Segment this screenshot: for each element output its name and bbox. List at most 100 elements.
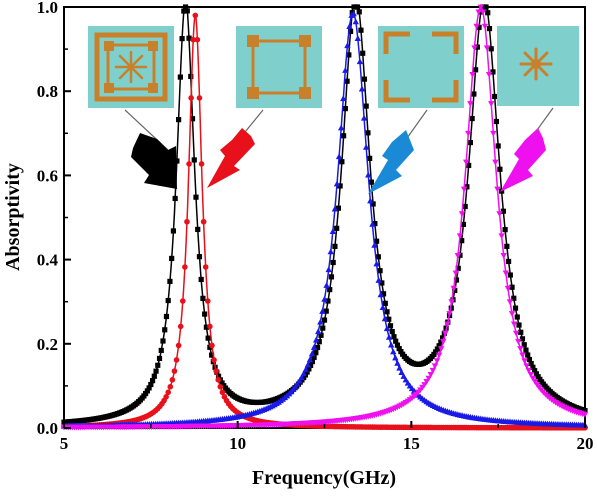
data-point (337, 124, 345, 131)
data-point (387, 323, 394, 329)
data-point (460, 186, 468, 193)
data-point (433, 349, 439, 355)
data-point (172, 195, 178, 202)
data-point (306, 356, 314, 363)
data-point (454, 253, 462, 259)
data-point (184, 218, 190, 225)
data-point (160, 338, 166, 344)
x-axis-title: Frequency(GHz) (252, 467, 396, 489)
data-point (518, 329, 524, 335)
data-point (323, 308, 329, 314)
data-point (523, 363, 530, 370)
data-point (308, 350, 316, 357)
data-point (452, 270, 459, 277)
data-point (442, 330, 449, 337)
data-point (514, 314, 520, 320)
corner-pad (299, 35, 311, 47)
data-point (182, 4, 189, 10)
data-point (393, 338, 399, 344)
data-point (165, 297, 171, 304)
data-point (485, 10, 491, 16)
data-point (478, 9, 484, 15)
data-point (347, 28, 354, 35)
corner-brackets (383, 31, 459, 103)
data-point (511, 295, 517, 301)
data-point (362, 143, 370, 150)
series-1 (61, 4, 588, 425)
data-point (190, 36, 197, 43)
data-point (310, 344, 318, 350)
data-point (515, 338, 522, 345)
data-point (375, 277, 382, 283)
data-point (467, 139, 473, 146)
data-point (492, 93, 498, 100)
data-point (294, 380, 301, 387)
data-point (316, 339, 322, 345)
data-point (337, 183, 343, 189)
data-point (169, 255, 175, 262)
data-point (498, 233, 505, 240)
data-point (321, 295, 328, 302)
data-point (169, 377, 176, 383)
data-point (391, 334, 397, 340)
data-point (170, 228, 177, 234)
data-point (155, 362, 161, 368)
data-point (369, 220, 376, 227)
data-point (496, 211, 503, 218)
data-point (473, 23, 480, 30)
data-point (385, 333, 393, 340)
y-tick-label: 0.4 (37, 251, 59, 270)
data-point (425, 375, 432, 382)
data-point (386, 316, 392, 322)
data-point (312, 336, 320, 343)
data-point (186, 35, 192, 41)
data-point (379, 304, 387, 311)
data-point (352, 18, 359, 25)
data-point (298, 374, 305, 381)
y-tick-label: 0.6 (37, 166, 58, 185)
data-point (153, 368, 159, 374)
data-point (191, 157, 197, 163)
data-point (448, 299, 455, 306)
data-point (188, 95, 194, 101)
data-point (340, 95, 347, 102)
data-point (304, 361, 312, 368)
data-point (207, 323, 213, 330)
data-point (531, 379, 539, 385)
data-point (219, 380, 225, 386)
data-point (200, 295, 206, 301)
tick-layer: 5 10 15 20 0.0 0.2 0.4 0.6 0.8 1.0 (37, 0, 594, 453)
data-point (192, 12, 199, 19)
data-point (471, 91, 477, 97)
data-point (390, 348, 397, 355)
data-point (176, 117, 182, 123)
data-point (174, 158, 180, 164)
data-point (344, 42, 351, 49)
data-point (182, 264, 188, 270)
magenta-arrow (500, 128, 546, 192)
data-point (175, 342, 182, 349)
data-point (490, 69, 496, 75)
data-point (317, 318, 324, 325)
data-point (469, 115, 475, 122)
data-point (356, 58, 364, 65)
data-point (204, 298, 211, 304)
data-point (525, 367, 532, 374)
data-point (151, 373, 157, 379)
data-point (156, 355, 163, 362)
data-point (165, 389, 171, 396)
inset-combined-unit-cell (88, 26, 174, 108)
data-point (158, 347, 164, 354)
data-point (398, 349, 404, 355)
data-point (490, 130, 497, 137)
data-point (219, 389, 226, 396)
data-point (466, 162, 472, 169)
data-point (171, 368, 178, 374)
data-point (330, 259, 336, 266)
data-point (512, 305, 519, 311)
data-point (384, 309, 390, 315)
data-point (474, 44, 480, 50)
data-point (162, 327, 168, 333)
data-point (146, 385, 152, 391)
data-point (516, 322, 522, 328)
